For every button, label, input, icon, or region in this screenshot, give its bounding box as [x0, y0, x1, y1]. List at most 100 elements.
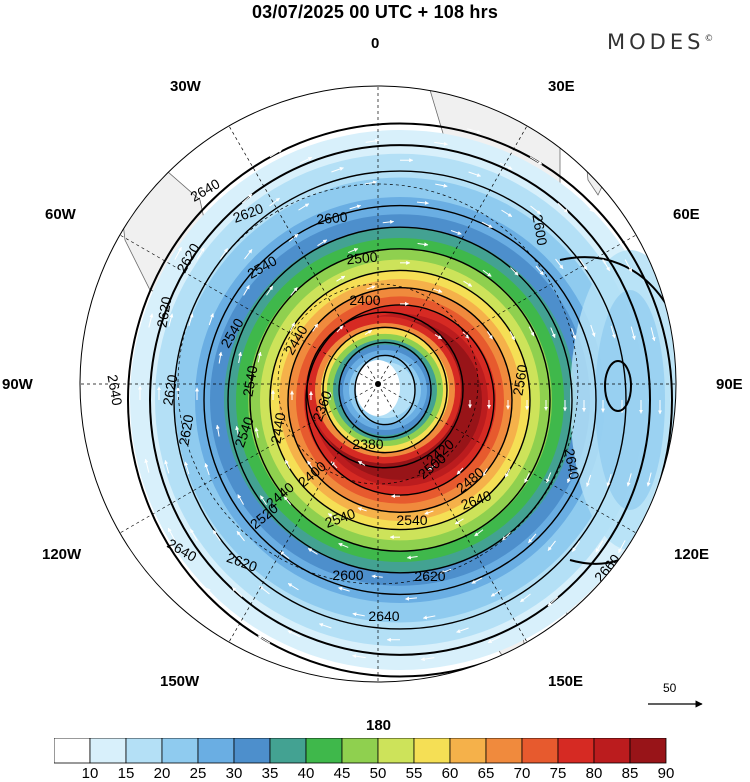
lon-label-60w: 60W: [45, 206, 76, 223]
wind-arrow: [433, 288, 443, 293]
colorbar-tick-label: 55: [405, 765, 423, 782]
wind-arrow: [167, 527, 176, 541]
contour-label: 2620: [153, 295, 174, 329]
wind-arrow: [382, 219, 395, 224]
height-contour: [306, 311, 464, 469]
wind-arrow: [287, 630, 301, 638]
meridian-line: [228, 125, 379, 385]
wind-arrow: [435, 183, 448, 188]
wind-arrow: [348, 248, 359, 254]
vector-reference-label: 50: [663, 681, 677, 695]
contour-label: 2640: [561, 447, 582, 481]
wind-arrow: [499, 162, 513, 170]
wind-arrow: [244, 249, 253, 260]
vector-reference-arrow: [648, 700, 703, 708]
wind-arrow: [456, 627, 469, 633]
wind-arrow: [566, 471, 573, 484]
colorbar-segment: [305, 738, 343, 764]
wind-arrow: [509, 331, 516, 341]
wind-arrow: [352, 612, 365, 617]
wind-arrow: [232, 587, 243, 598]
colorbar-tick-label: 15: [117, 765, 135, 782]
height-contour: [227, 226, 573, 574]
wind-arrow: [471, 577, 483, 584]
colorbar-segment: [413, 738, 451, 764]
contour-label-text: 2380: [352, 436, 383, 452]
wind-arrow: [528, 326, 535, 337]
height-contour: [249, 248, 551, 552]
speed-band-east: [595, 290, 665, 510]
contour-label-text: 2620: [175, 413, 196, 447]
meridian-line: [377, 125, 528, 385]
wind-arrow: [307, 460, 314, 469]
contour-label-text: 2620: [414, 568, 445, 584]
wind-arrow: [266, 285, 274, 296]
wind-arrow: [468, 171, 482, 177]
wind-arrow: [555, 258, 564, 270]
wind-arrow: [336, 275, 346, 282]
colorbar-tick-label: 50: [369, 765, 387, 782]
map-disk: 2640 2620 2600 2540 2500 2400 2620 2620 2540 2440…: [80, 86, 676, 682]
wind-arrow: [332, 123, 347, 130]
wind-arrow: [502, 532, 511, 541]
wind-arrow: [546, 472, 552, 484]
wind-arrow: [520, 593, 531, 603]
wind-arrow: [219, 248, 228, 260]
colorbar-tick-label: 25: [189, 765, 207, 782]
latitude-circle: [277, 283, 479, 485]
wind-arrow: [586, 474, 592, 487]
colorbar-tick-label: 85: [621, 765, 639, 782]
wind-arrow: [501, 209, 513, 218]
wind-arrow: [610, 325, 616, 339]
speed-band: [356, 360, 400, 416]
wind-arrow: [557, 202, 568, 213]
wind-arrow: [168, 313, 174, 327]
wind-arrow: [630, 326, 636, 340]
contour-label-text: 2500: [346, 249, 379, 268]
wind-arrow: [148, 313, 154, 328]
colorbar-segment: [629, 738, 667, 764]
wind-arrow: [427, 465, 436, 471]
wind-arrow: [406, 555, 418, 560]
wind-arrow: [510, 267, 519, 276]
height-contour: [173, 170, 627, 630]
wind-arrow: [467, 128, 482, 134]
wind-arrow: [307, 548, 318, 555]
wind-arrow: [490, 589, 502, 597]
contour-label-text: 2540: [239, 364, 260, 398]
lon-label-30e: 30E: [548, 78, 575, 95]
colorbar-tick-label: 35: [261, 765, 279, 782]
graticule: [80, 86, 676, 682]
map-boundary: [79, 85, 677, 683]
wind-arrow: [364, 329, 373, 335]
wind-arrow: [238, 351, 242, 364]
wind-arrow: [417, 242, 429, 247]
wind-arrow: [528, 533, 537, 544]
wind-arrow: [206, 587, 217, 599]
wind-arrow: [434, 334, 443, 340]
wind-arrow: [269, 148, 283, 158]
polar-map: 2640 2620 2600 2540 2500 2400 2620 2620 2540 2440…: [79, 85, 677, 683]
wind-arrow: [572, 540, 581, 552]
contour-label-text: 2640: [104, 373, 125, 407]
height-contour: [354, 354, 416, 426]
wind-arrow: [349, 204, 362, 210]
wind-arrow: [424, 510, 434, 515]
height-contour: [269, 269, 531, 531]
colorbar-segment: [233, 738, 271, 764]
contour-label-text: 2640: [368, 608, 399, 624]
wind-arrow: [259, 585, 270, 595]
height-contour: [322, 326, 448, 454]
colorbar-segment: [89, 738, 127, 764]
low-contour-east: [604, 360, 632, 412]
colorbar-segment: [125, 738, 163, 764]
wind-arrow: [218, 351, 223, 364]
lon-label-90w: 90W: [2, 376, 33, 393]
wind-arrow: [254, 427, 259, 438]
wind-arrow: [595, 540, 604, 553]
wind-arrow: [524, 473, 530, 483]
wind-arrow: [188, 313, 194, 327]
wind-arrow: [318, 623, 332, 629]
height-contour: [338, 341, 432, 439]
colorbar-tick-label: 20: [153, 765, 171, 782]
